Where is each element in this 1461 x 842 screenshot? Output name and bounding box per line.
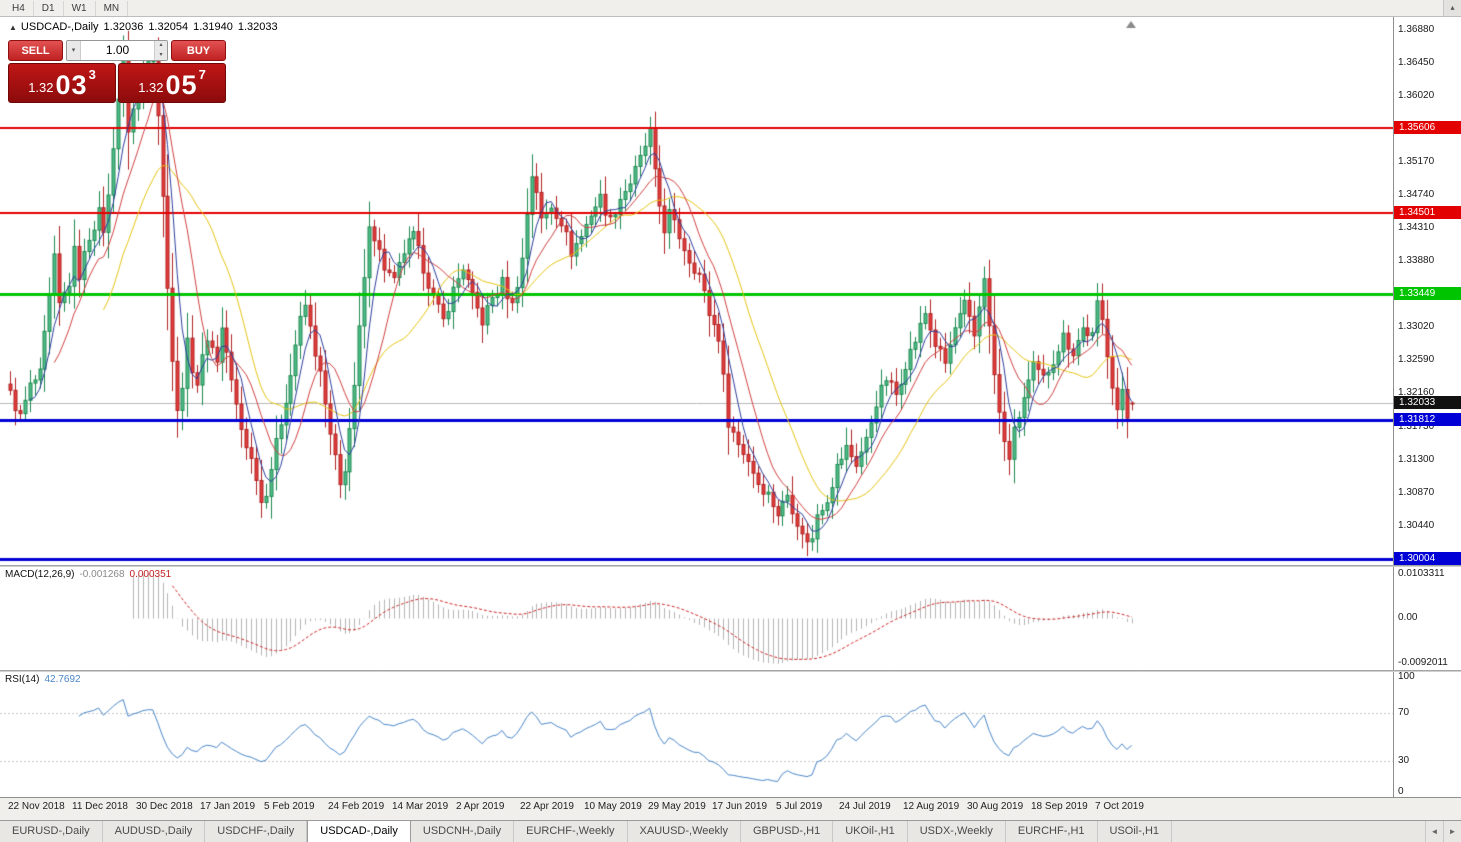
rsi-indicator-canvas[interactable] [0, 672, 1393, 797]
volume-decrease-button[interactable]: ▾ [155, 50, 167, 60]
sell-button[interactable]: SELL [8, 40, 63, 61]
tabs-scroll-left-button[interactable]: ◄ [1425, 821, 1443, 842]
symbol-name: USDCAD-,Daily [20, 21, 99, 33]
tab-eurusd-daily[interactable]: EURUSD-,Daily [0, 821, 103, 842]
tab-usoil-h1[interactable]: USOil-,H1 [1098, 821, 1173, 842]
macd-indicator-canvas[interactable] [0, 567, 1393, 670]
ohlc-high: 1.32054 [148, 21, 189, 33]
macd-pane-separator[interactable] [0, 565, 1461, 567]
chart-ohlc-readout: ▲ USDCAD-,Daily 1.32036 1.32054 1.31940 1.320… [9, 21, 283, 33]
tab-audusd-daily[interactable]: AUDUSD-,Daily [103, 821, 206, 842]
tab-bar-spacer [1172, 821, 1425, 842]
sell-price-pips: 03 [55, 70, 88, 100]
buy-button[interactable]: BUY [171, 40, 226, 61]
macd-signal-value: 0.000351 [129, 569, 172, 580]
tab-usdcnh-daily[interactable]: USDCNH-,Daily [411, 821, 515, 842]
period-toolbar: H4 D1 W1 MN ▴ [0, 0, 1461, 17]
price-scale[interactable] [1393, 17, 1461, 797]
rsi-name: RSI(14) [5, 674, 40, 685]
main-chart-canvas[interactable] [0, 17, 1393, 565]
timeframe-mn-button[interactable]: MN [96, 0, 129, 16]
tab-ukoil-h1[interactable]: UKOil-,H1 [833, 821, 908, 842]
buy-price-display[interactable]: 1.32 05 7 [118, 63, 226, 103]
sell-price-display[interactable]: 1.32 03 3 [8, 63, 116, 103]
timeframe-w1-button[interactable]: W1 [64, 0, 96, 16]
time-axis[interactable] [0, 797, 1461, 820]
one-click-collapse-icon[interactable]: ▲ [9, 23, 17, 32]
toolbar-collapse-icon[interactable]: ▴ [1443, 0, 1461, 16]
tabs-scroll-right-button[interactable]: ► [1443, 821, 1461, 842]
sell-price-point: 3 [88, 67, 96, 82]
ohlc-open: 1.32036 [103, 21, 144, 33]
ohlc-low: 1.31940 [193, 21, 233, 33]
buy-price-big-figure: 1.32 [138, 80, 164, 95]
rsi-label: RSI(14) 42.7692 [5, 674, 86, 685]
timeframe-h4-button[interactable]: H4 [4, 0, 34, 16]
tab-usdcad-daily[interactable]: USDCAD-,Daily [307, 821, 411, 842]
macd-label: MACD(12,26,9) -0.001268 0.000351 [5, 569, 176, 580]
buy-price-pips: 05 [165, 70, 198, 100]
tab-eurchf-weekly[interactable]: EURCHF-,Weekly [514, 821, 628, 842]
rsi-current-value: 42.7692 [44, 674, 81, 685]
buy-price-point: 7 [198, 67, 206, 82]
one-click-trading-panel: SELL ▾ 1.00 ▴ ▾ BUY 1.32 03 3 1.32 05 7 [8, 40, 226, 103]
volume-increase-button[interactable]: ▴ [155, 41, 167, 51]
tab-gbpusd-h1[interactable]: GBPUSD-,H1 [741, 821, 834, 842]
rsi-pane-separator[interactable] [0, 670, 1461, 672]
volume-input[interactable]: 1.00 [105, 43, 130, 57]
timeframe-d1-button[interactable]: D1 [34, 0, 64, 16]
tab-xauusd-weekly[interactable]: XAUUSD-,Weekly [628, 821, 741, 842]
tab-eurchf-h1[interactable]: EURCHF-,H1 [1006, 821, 1098, 842]
macd-main-value: -0.001268 [79, 569, 125, 580]
volume-dropdown-icon[interactable]: ▾ [67, 41, 81, 60]
tab-usdchf-daily[interactable]: USDCHF-,Daily [205, 821, 308, 842]
macd-name: MACD(12,26,9) [5, 569, 75, 580]
tab-usdx-weekly[interactable]: USDX-,Weekly [908, 821, 1006, 842]
chart-tab-bar: EURUSD-,Daily AUDUSD-,Daily USDCHF-,Dail… [0, 820, 1461, 842]
ohlc-close: 1.32033 [237, 21, 278, 33]
sell-price-big-figure: 1.32 [28, 80, 54, 95]
